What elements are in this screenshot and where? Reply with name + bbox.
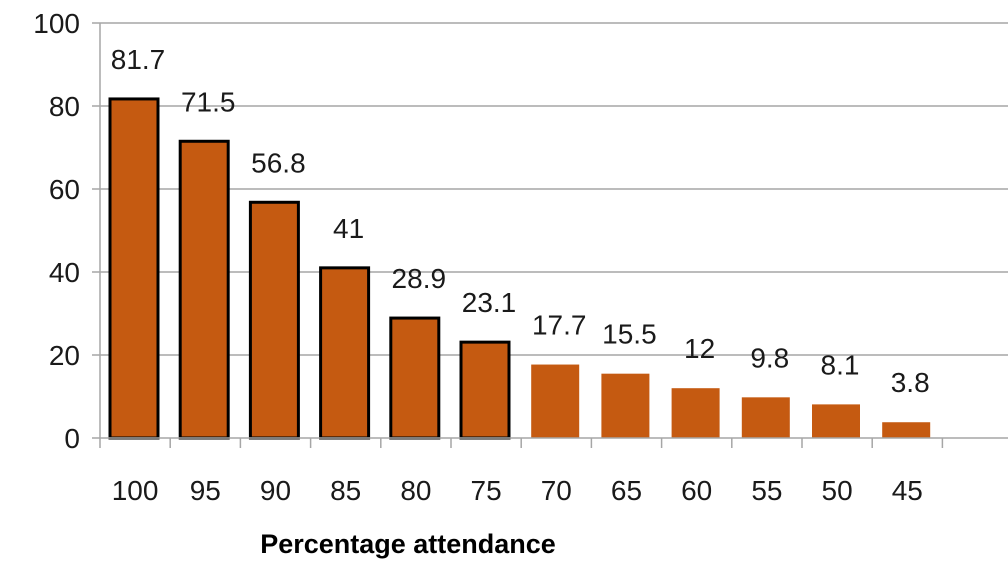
data-label: 12 xyxy=(684,333,715,364)
bar xyxy=(601,373,650,438)
x-tick-label: 95 xyxy=(190,475,221,506)
x-tick-label: 55 xyxy=(751,475,782,506)
x-tick-label: 80 xyxy=(400,475,431,506)
x-tick-label: 75 xyxy=(471,475,502,506)
y-tick-label: 0 xyxy=(64,423,80,454)
bar xyxy=(671,388,720,438)
x-axis xyxy=(99,23,1008,439)
bar xyxy=(108,97,160,440)
data-label: 8.1 xyxy=(821,349,860,380)
data-label: 81.7 xyxy=(111,44,166,75)
data-label: 56.8 xyxy=(251,147,306,178)
y-tick-label: 20 xyxy=(49,340,80,371)
x-tick-label: 50 xyxy=(822,475,853,506)
x-tick-label: 100 xyxy=(112,475,159,506)
x-tick-label: 60 xyxy=(681,475,712,506)
data-label: 15.5 xyxy=(602,319,657,350)
x-tick-label: 65 xyxy=(611,475,642,506)
x-tick-label: 90 xyxy=(260,475,291,506)
y-tick-label: 40 xyxy=(49,257,80,288)
bar xyxy=(389,316,441,440)
bar xyxy=(741,397,790,438)
x-tick-label: 85 xyxy=(330,475,361,506)
data-label: 28.9 xyxy=(392,263,447,294)
bar xyxy=(812,404,860,438)
bar xyxy=(319,266,371,440)
bar xyxy=(531,364,580,438)
y-tick-label: 100 xyxy=(33,8,80,39)
bar xyxy=(882,422,931,438)
data-labels: 81.7 71.5 56.8 41 28.9 23.1 17.7 15.5 12 9.8 8.1 3.… xyxy=(111,44,930,398)
data-label: 71.5 xyxy=(181,86,236,117)
x-axis-ticks: 100 95 90 85 80 75 70 65 60 55 50 45 xyxy=(99,438,944,506)
data-label: 41 xyxy=(333,213,364,244)
bar xyxy=(248,200,300,440)
data-label: 17.7 xyxy=(532,310,587,341)
y-axis-ticks: 0 20 40 60 80 100 xyxy=(33,8,100,454)
x-axis-title: Percentage attendance xyxy=(260,529,556,559)
x-tick-label: 70 xyxy=(541,475,572,506)
gridlines xyxy=(100,22,1008,356)
y-tick-label: 60 xyxy=(49,174,80,205)
x-tick-label: 45 xyxy=(892,475,923,506)
bars xyxy=(108,97,931,440)
data-label: 9.8 xyxy=(750,342,789,373)
data-label: 3.8 xyxy=(891,367,930,398)
data-label: 23.1 xyxy=(462,287,517,318)
y-tick-label: 80 xyxy=(49,91,80,122)
bar xyxy=(459,340,511,440)
bar xyxy=(178,139,230,440)
